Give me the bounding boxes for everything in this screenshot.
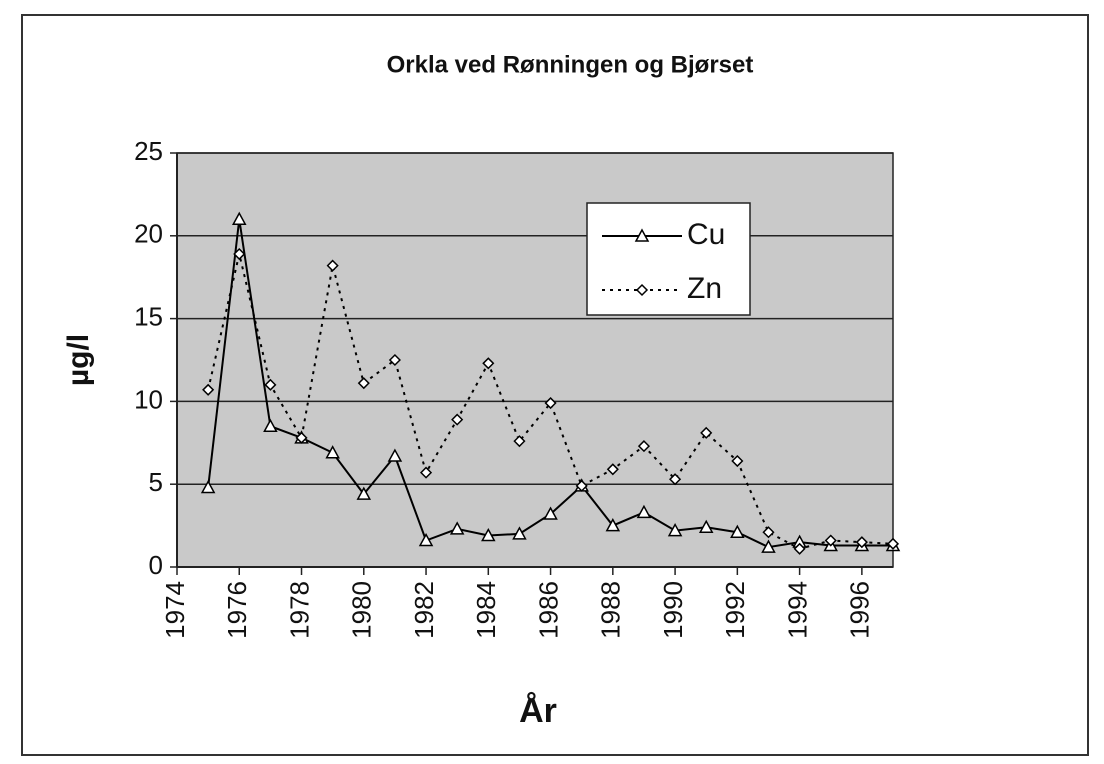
legend-label: Cu bbox=[687, 218, 725, 251]
marker bbox=[700, 426, 713, 439]
marker bbox=[544, 396, 557, 410]
x-tick-label: 1978 bbox=[284, 581, 314, 639]
marker bbox=[886, 537, 900, 550]
marker bbox=[388, 353, 401, 367]
x-tick-label: 1986 bbox=[533, 581, 563, 639]
marker bbox=[325, 445, 340, 459]
marker bbox=[512, 526, 527, 540]
x-tick-label: 1974 bbox=[160, 581, 190, 639]
x-tick-label: 1988 bbox=[596, 581, 626, 639]
y-tick-label: 15 bbox=[134, 301, 163, 331]
marker bbox=[418, 532, 434, 547]
marker bbox=[356, 486, 372, 500]
marker bbox=[482, 357, 495, 370]
marker bbox=[575, 479, 588, 492]
x-tick-label: 1982 bbox=[409, 581, 439, 639]
marker bbox=[200, 479, 216, 494]
marker bbox=[667, 523, 683, 537]
marker bbox=[233, 247, 246, 261]
x-tick-label: 1976 bbox=[222, 581, 252, 639]
marker bbox=[419, 466, 433, 479]
legend-marker bbox=[634, 228, 650, 242]
x-tick-label: 1990 bbox=[658, 581, 688, 639]
marker bbox=[543, 506, 558, 520]
marker bbox=[605, 518, 621, 532]
marker bbox=[730, 524, 745, 538]
marker bbox=[762, 526, 775, 539]
marker bbox=[263, 418, 278, 432]
marker bbox=[451, 413, 464, 426]
marker bbox=[793, 542, 806, 555]
y-tick-label: 5 bbox=[149, 467, 163, 497]
x-axis-label: År bbox=[519, 692, 557, 730]
marker bbox=[731, 454, 744, 468]
marker bbox=[606, 463, 619, 476]
marker bbox=[669, 473, 682, 486]
x-tick-label: 1996 bbox=[845, 581, 875, 639]
marker bbox=[449, 521, 465, 535]
marker bbox=[357, 377, 370, 390]
x-tick-label: 1980 bbox=[347, 581, 377, 639]
marker bbox=[202, 383, 215, 396]
marker bbox=[295, 431, 308, 444]
marker bbox=[264, 378, 277, 391]
marker bbox=[481, 527, 496, 542]
marker bbox=[326, 259, 339, 272]
y-tick-label: 20 bbox=[134, 219, 163, 249]
y-tick-label: 0 bbox=[149, 550, 163, 580]
marker bbox=[637, 440, 651, 453]
marker bbox=[855, 536, 868, 549]
x-tick-label: 1992 bbox=[720, 581, 750, 639]
marker bbox=[698, 519, 714, 534]
x-tick-label: 1984 bbox=[471, 581, 501, 639]
legend-marker bbox=[635, 283, 649, 297]
plot-area bbox=[176, 152, 894, 568]
marker bbox=[387, 448, 403, 462]
chart-title: Orkla ved Rønningen og Bjørset bbox=[387, 51, 754, 78]
series-line bbox=[207, 253, 894, 550]
legend-label: Zn bbox=[687, 272, 722, 305]
y-tick-label: 25 bbox=[134, 136, 163, 166]
y-axis-label: µg/l bbox=[62, 334, 95, 386]
marker bbox=[231, 211, 247, 225]
y-tick-label: 10 bbox=[134, 384, 163, 414]
legend bbox=[586, 202, 751, 316]
marker bbox=[824, 534, 837, 547]
marker bbox=[761, 539, 776, 553]
marker bbox=[513, 435, 526, 448]
x-tick-label: 1994 bbox=[782, 581, 812, 639]
marker bbox=[636, 504, 652, 519]
